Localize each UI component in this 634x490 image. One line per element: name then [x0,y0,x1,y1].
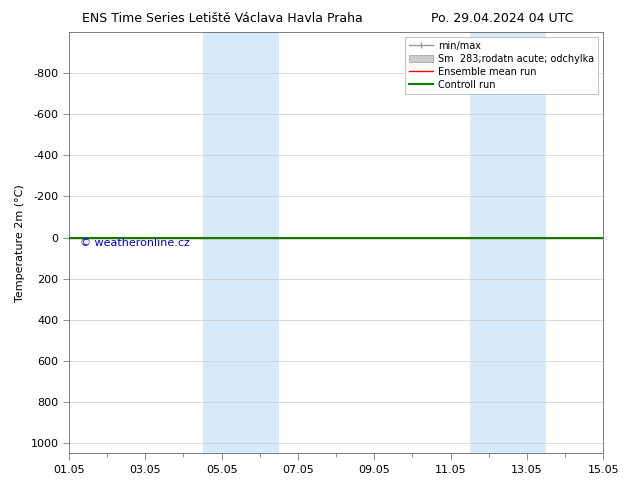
Text: Po. 29.04.2024 04 UTC: Po. 29.04.2024 04 UTC [431,12,574,25]
Text: ENS Time Series Letiště Václava Havla Praha: ENS Time Series Letiště Václava Havla Pr… [82,12,363,25]
Text: © weatheronline.cz: © weatheronline.cz [80,238,190,247]
Legend: min/max, Sm  283;rodatn acute; odchylka, Ensemble mean run, Controll run: min/max, Sm 283;rodatn acute; odchylka, … [405,37,598,94]
Y-axis label: Temperature 2m (°C): Temperature 2m (°C) [15,184,25,301]
Bar [508,32,546,453]
Bar [241,32,279,453]
Bar [202,32,241,453]
Bar [470,32,508,453]
